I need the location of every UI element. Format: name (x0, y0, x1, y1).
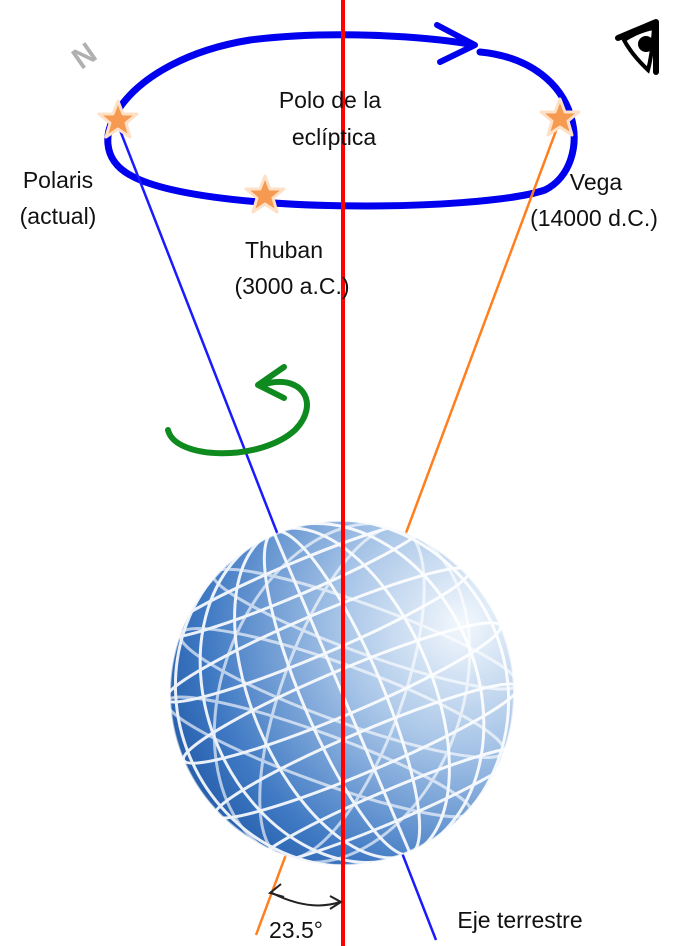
angle-arrowhead-left (267, 883, 285, 898)
thuban-label-line2: (3000 a.C.) (234, 273, 349, 299)
rotation-arrow-icon (165, 378, 310, 457)
north-label: N (66, 36, 103, 75)
polaris-label-line1: Polaris (23, 167, 93, 193)
pole-label-line2: eclíptica (292, 124, 377, 150)
star-icon (539, 97, 581, 137)
angle-arc (271, 892, 341, 907)
eye-icon (615, 19, 659, 75)
vega-label-line1: Vega (570, 169, 623, 195)
star-icon (244, 174, 286, 214)
vega-label-line2: (14000 d.C.) (530, 205, 658, 231)
orbit-arrowhead-icon (434, 22, 478, 65)
angle-label: 23.5° (269, 917, 323, 943)
axis-label: Eje terrestre (457, 907, 582, 933)
thuban-label-line1: Thuban (245, 237, 323, 263)
rotation-arrowhead-icon (255, 364, 287, 401)
pole-label-line1: Polo de la (279, 87, 382, 113)
star-icon (97, 99, 139, 139)
polaris-label-line2: (actual) (20, 203, 97, 229)
precession-orbit (104, 31, 578, 210)
angle-arrowhead-right (329, 895, 343, 910)
